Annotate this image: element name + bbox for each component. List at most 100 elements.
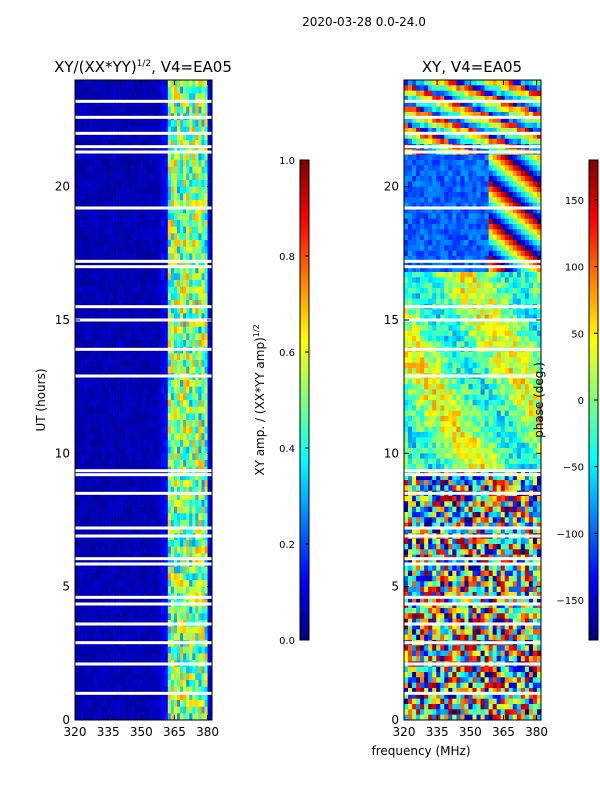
amplitude-cell — [75, 86, 79, 94]
amplitude-cell — [80, 180, 85, 187]
amplitude-cell — [83, 646, 88, 654]
amplitude-cell — [101, 546, 106, 554]
amplitude-cell — [204, 286, 208, 294]
amplitude-cell — [89, 306, 94, 314]
amplitude-cell — [107, 180, 111, 187]
amplitude-cell — [192, 566, 196, 574]
amplitude-cell — [149, 186, 153, 194]
amplitude-cell — [176, 553, 181, 561]
amplitude-cell — [119, 120, 123, 127]
phase-cell — [444, 80, 449, 86]
amplitude-cell — [116, 386, 120, 394]
amplitude-cell — [207, 386, 213, 394]
amplitude-cell — [92, 573, 97, 581]
phase-cell — [488, 154, 493, 161]
amplitude-cell — [131, 233, 135, 241]
amplitude-cell — [92, 626, 97, 634]
amplitude-cell — [95, 293, 100, 301]
amplitude-cell — [80, 393, 85, 401]
amplitude-cell — [86, 253, 91, 261]
amplitude-cell — [170, 646, 175, 654]
amplitude-cell — [170, 386, 175, 394]
amplitude-cell — [95, 486, 100, 494]
amplitude-cell — [140, 126, 144, 134]
amplitude-cell — [104, 646, 108, 654]
amplitude-cell — [146, 386, 150, 394]
amplitude-cell — [125, 226, 129, 234]
amplitude-cell — [176, 200, 181, 207]
amplitude-cell — [125, 120, 129, 127]
amplitude-cell — [152, 286, 156, 294]
amplitude-cell — [101, 166, 106, 174]
amplitude-cell — [158, 706, 162, 714]
amplitude-cell — [80, 293, 85, 301]
amplitude-cell — [183, 280, 187, 287]
amplitude-cell — [101, 420, 106, 427]
amplitude-cell — [164, 240, 169, 247]
amplitude-cell — [95, 506, 100, 514]
amplitude-cell — [107, 153, 111, 161]
amplitude-data-gap — [75, 526, 212, 530]
amplitude-cell — [146, 160, 150, 167]
amplitude-cell — [128, 300, 132, 307]
amplitude-cell — [95, 400, 100, 407]
amplitude-cell — [92, 706, 97, 714]
amplitude-cell — [186, 340, 190, 347]
amplitude-cell — [107, 266, 111, 274]
amplitude-cell — [92, 200, 97, 207]
amplitude-cell — [125, 406, 129, 414]
amplitude-cell — [122, 426, 126, 434]
amplitude-cell — [104, 313, 108, 321]
phase-cell — [504, 90, 510, 97]
phase-cell — [456, 154, 461, 161]
amplitude-cell — [198, 513, 202, 521]
amplitude-cell — [110, 520, 114, 527]
amplitude-cell — [173, 653, 178, 661]
amplitude-cell — [128, 653, 132, 661]
phase-cell — [492, 133, 497, 139]
amplitude-cell — [207, 686, 213, 694]
amplitude-cell — [89, 580, 94, 587]
amplitude-cell — [152, 313, 156, 321]
amplitude-cell — [189, 306, 193, 314]
amplitude-cell — [131, 646, 135, 654]
amplitude-cell — [164, 613, 169, 621]
amplitude-cell — [170, 173, 175, 181]
amplitude-cell — [143, 546, 147, 554]
amplitude-cell — [101, 153, 106, 161]
amplitude-cell — [119, 86, 123, 94]
amplitude-cell — [170, 100, 175, 107]
phase-cell — [520, 117, 526, 123]
amplitude-cell — [201, 380, 205, 387]
amplitude-cell — [75, 340, 79, 347]
phase-cell — [404, 138, 409, 145]
amplitude-cell — [119, 500, 123, 507]
amplitude-cell — [113, 253, 117, 261]
phase-cell — [484, 122, 489, 129]
amplitude-cell — [83, 420, 88, 427]
amplitude-cell — [95, 453, 100, 461]
amplitude-cell — [207, 553, 213, 561]
amplitude-cell — [161, 320, 165, 327]
amplitude-cell — [158, 286, 162, 294]
phase-cell — [420, 112, 425, 118]
amplitude-cell — [189, 326, 193, 334]
amplitude-cell — [92, 206, 97, 214]
amplitude-cell — [161, 80, 165, 87]
amplitude-cell — [155, 313, 159, 321]
phase-cell — [472, 90, 477, 97]
amplitude-cell — [110, 206, 114, 214]
amplitude-axes-frame — [74, 79, 213, 721]
amplitude-cell — [189, 706, 193, 714]
amplitude-cell — [195, 580, 199, 587]
amplitude-cell — [86, 206, 91, 214]
amplitude-cell — [158, 80, 162, 87]
amplitude-cell — [137, 140, 141, 147]
amplitude-cell — [113, 260, 117, 267]
amplitude-cell — [143, 706, 147, 714]
amplitude-cell — [176, 700, 181, 707]
amplitude-cell — [80, 526, 85, 534]
amplitude-cell — [189, 186, 193, 194]
amplitude-cell — [170, 586, 175, 594]
amplitude-cell — [207, 653, 213, 661]
